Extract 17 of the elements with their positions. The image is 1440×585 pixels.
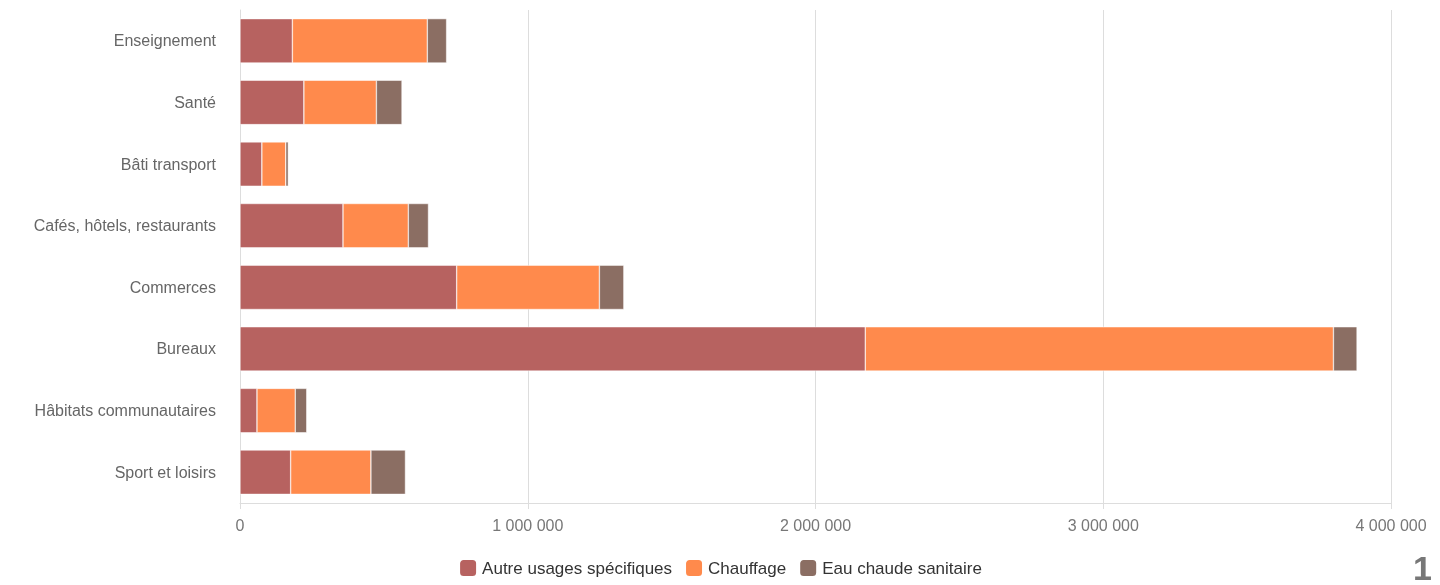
x-tick-label: 0	[235, 516, 245, 534]
y-tick-label: Commerces	[129, 278, 216, 296]
x-tick-label: 1 000 000	[492, 516, 564, 534]
legend-label: Autre usages spécifiques	[482, 558, 673, 578]
y-tick-label: Santé	[174, 93, 217, 111]
legend-label: Eau chaude sanitaire	[822, 558, 982, 578]
y-tick-label: Hâbitats communautaires	[34, 402, 216, 420]
y-tick-label: Enseignement	[113, 32, 217, 50]
y-tick-label: Sport et loisirs	[114, 463, 216, 481]
y-tick-label: Cafés, hôtels, restaurants	[33, 217, 216, 235]
x-tick-label: 4 000 000	[1355, 516, 1427, 534]
x-tick-label: 2 000 000	[779, 516, 852, 534]
x-tick-label: 3 000 000	[1067, 516, 1139, 534]
y-tick-label: Bâti transport	[120, 155, 217, 173]
y-tick-label: Bureaux	[156, 340, 216, 358]
legend-label: Chauffage	[708, 558, 787, 578]
text: 1	[1413, 549, 1433, 585]
